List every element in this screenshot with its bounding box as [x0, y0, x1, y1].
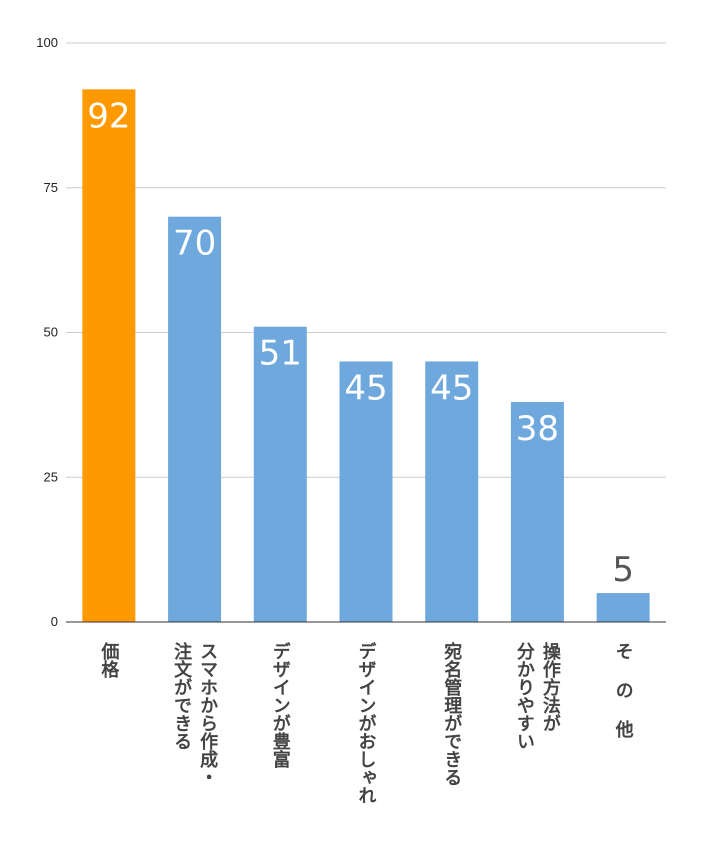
data-labels: 92 70 51 45 45 38 5 [87, 96, 634, 590]
data-label: 51 [259, 334, 302, 374]
category-labels: 価格 スマホから作成・注文ができる デザインが豊富 デザインがおしゃれ 宛名管理ができる… [98, 641, 634, 804]
category-label: 操作方法が [540, 641, 561, 732]
bar [253, 326, 307, 622]
category-label: そ の 他 [613, 642, 635, 738]
category-label: デザインがおしゃれ [356, 641, 377, 804]
data-label: 70 [173, 224, 216, 264]
category-label: 分かりやすい [514, 642, 535, 750]
bar [510, 401, 564, 622]
bar [596, 593, 650, 622]
category-label: デザインが豊富 [270, 641, 291, 769]
bar [339, 361, 393, 622]
category-label: 注文ができる [171, 641, 192, 750]
y-tick-label: 0 [51, 614, 58, 629]
data-label: 45 [344, 368, 387, 408]
bar [82, 89, 136, 622]
y-tick-label: 75 [44, 180, 58, 195]
category-label: 宛名管理ができる [441, 641, 463, 786]
y-tick-label: 50 [44, 325, 58, 340]
bars [82, 89, 650, 622]
y-axis-tick-labels: 0 25 50 75 100 [36, 35, 58, 629]
data-label: 38 [516, 409, 559, 449]
bar [168, 216, 222, 622]
category-label: 価格 [98, 641, 120, 679]
data-label: 5 [612, 550, 634, 590]
y-tick-label: 100 [36, 35, 58, 50]
category-label: スマホから作成・ [197, 642, 218, 786]
data-label: 92 [87, 96, 130, 136]
bar [425, 361, 479, 622]
y-tick-label: 25 [44, 469, 58, 484]
data-label: 45 [430, 368, 473, 408]
